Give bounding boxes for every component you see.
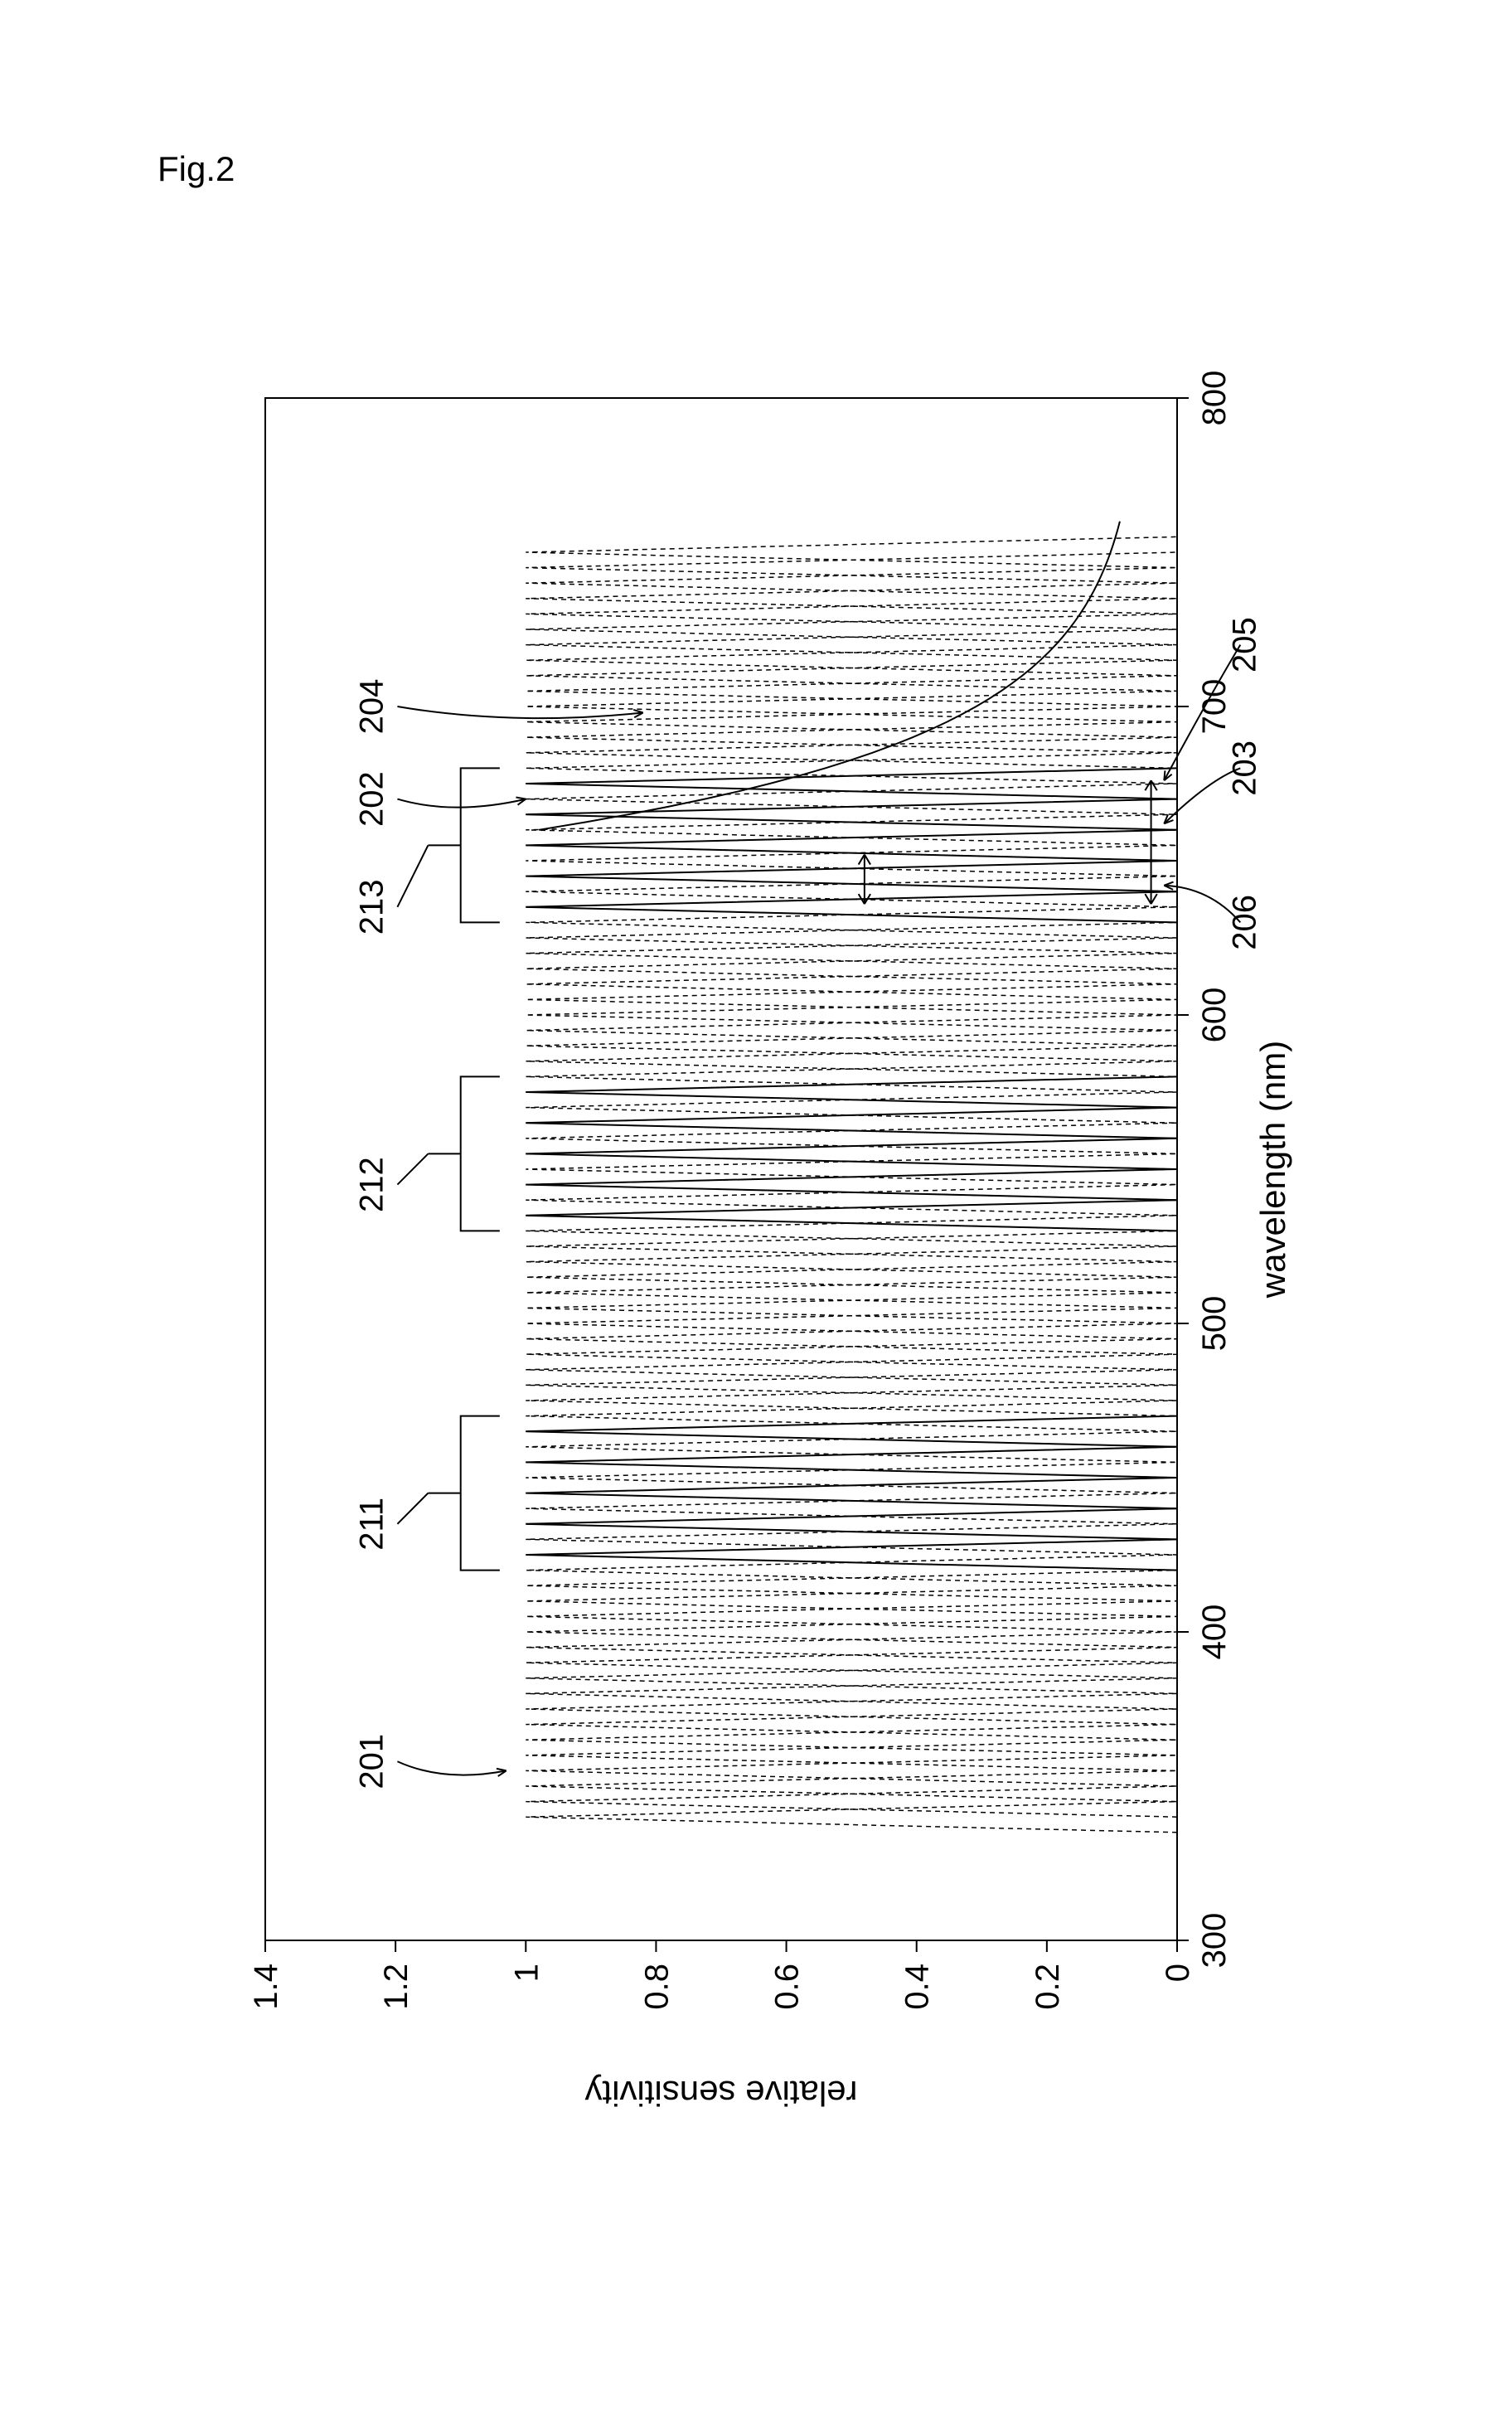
- annotation-205: 205: [1226, 617, 1262, 672]
- y-tick-label: 0.4: [899, 1964, 936, 2010]
- solid-peak-group2: [526, 1200, 1177, 1231]
- solid-peak-group2: [526, 1139, 1177, 1169]
- sensitivity-chart: 0 0.2 0.4 0.6 0.8 1 1.2 1.4 300 400 500 600 700 800 wa…: [199, 332, 1359, 2156]
- leader-201: [397, 1761, 506, 1775]
- leader-202: [397, 799, 526, 808]
- solid-peak-group1: [526, 1416, 1177, 1447]
- x-tick-label: 400: [1196, 1605, 1233, 1660]
- bracket-212: [428, 1076, 499, 1231]
- solid-peak-group3: [526, 891, 1177, 922]
- leader-212: [397, 1153, 428, 1184]
- annotation-203: 203: [1226, 740, 1262, 796]
- solid-peak-group2: [526, 1076, 1177, 1107]
- leader-211: [397, 1493, 428, 1524]
- solid-peak-group1: [526, 1539, 1177, 1570]
- x-tick-label: 500: [1196, 1296, 1233, 1352]
- solid-peak-group3: [526, 799, 1177, 830]
- decay-curve-204: [539, 522, 1120, 830]
- dashed-band-201: [526, 537, 1177, 1832]
- annotation-211: 211: [353, 1498, 390, 1551]
- leader-213: [397, 845, 428, 906]
- annotation-212: 212: [353, 1157, 390, 1212]
- y-tick-label: 1.2: [378, 1964, 414, 2010]
- x-tick-label: 300: [1196, 1913, 1233, 1969]
- annotation-206: 206: [1226, 895, 1262, 950]
- bracket-213: [428, 768, 499, 922]
- solid-peak-group1: [526, 1478, 1177, 1508]
- plot-border: [265, 398, 1177, 1940]
- solid-peak-group2: [526, 1169, 1177, 1200]
- solid-peak-group1: [526, 1508, 1177, 1539]
- x-axis-label: wavelength (nm): [1253, 1041, 1292, 1299]
- y-tick-label: 0.6: [769, 1964, 806, 2010]
- bracket-211: [428, 1416, 499, 1571]
- annotation-204: 204: [353, 679, 390, 735]
- page: Fig.2 0 0.2 0.4 0.6 0.8 1 1.2 1.4 300 400 500 600 70…: [33, 33, 1512, 2385]
- y-tick-label: 0.2: [1030, 1964, 1066, 2010]
- solid-peak-group2: [526, 1108, 1177, 1139]
- solid-peak-group1: [526, 1447, 1177, 1478]
- x-tick-label: 700: [1196, 679, 1233, 735]
- leader-204: [397, 706, 642, 718]
- y-axis-label: relative sensitivity: [584, 2074, 857, 2113]
- annotation-201: 201: [353, 1734, 390, 1789]
- y-tick-label: 1: [508, 1964, 545, 1982]
- solid-peak-group3: [526, 830, 1177, 861]
- y-tick-label: 0.8: [638, 1964, 675, 2010]
- solid-peak-group3: [526, 768, 1177, 799]
- dashed-band-201b: [526, 552, 1177, 1817]
- solid-peak-group3: [526, 861, 1177, 891]
- annotation-202: 202: [353, 771, 390, 827]
- x-tick-label: 600: [1196, 988, 1233, 1043]
- figure-label: Fig.2: [158, 149, 235, 189]
- annotation-213: 213: [353, 879, 390, 935]
- chart-container: 0 0.2 0.4 0.6 0.8 1 1.2 1.4 300 400 500 600 700 800 wa…: [199, 332, 1359, 2156]
- y-tick-label: 0: [1160, 1964, 1196, 1982]
- y-tick-label: 1.4: [248, 1964, 284, 2010]
- x-tick-label: 800: [1196, 371, 1233, 426]
